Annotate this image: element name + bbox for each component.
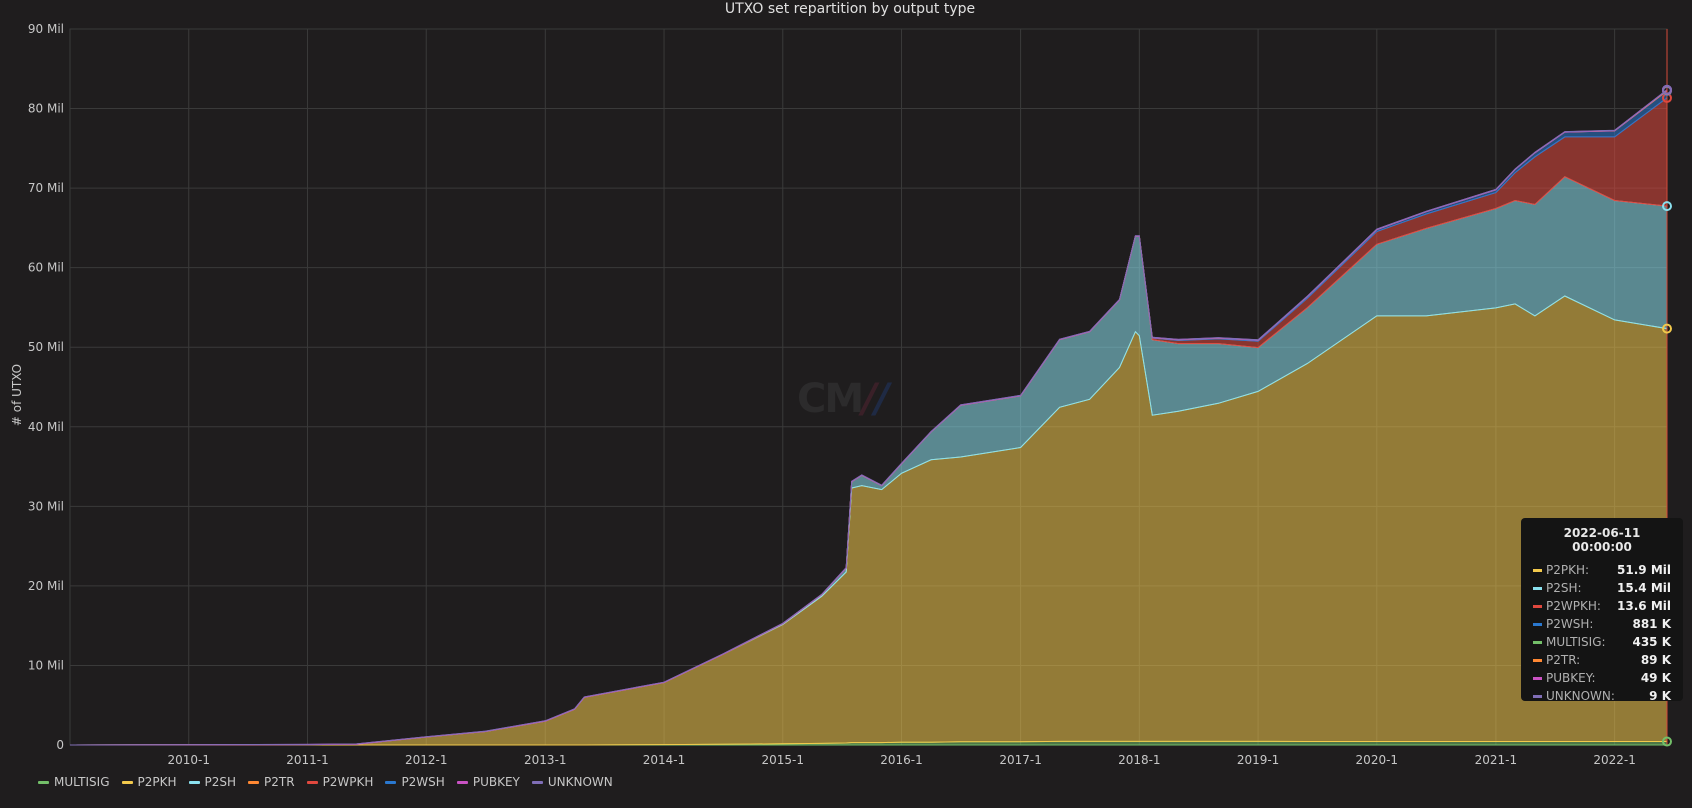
x-tick-label: 2010-1 [167, 753, 210, 767]
chart-title: UTXO set repartition by output type [724, 1, 976, 17]
tooltip-series-value: 881 K [1632, 617, 1671, 631]
legend-swatch [188, 780, 200, 784]
legend-item-p2tr[interactable]: P2TR [248, 775, 295, 789]
tooltip-row: P2TR: 89 K [1533, 651, 1671, 669]
tooltip-series-value: 15.4 Mil [1617, 581, 1671, 595]
tooltip-series-name: P2SH: [1546, 581, 1582, 595]
watermark-logo: CM// [797, 376, 890, 422]
tooltip-series-value: 51.9 Mil [1617, 563, 1671, 577]
legend-item-p2wpkh[interactable]: P2WPKH [306, 775, 374, 789]
tooltip-row: P2SH: 15.4 Mil [1533, 579, 1671, 597]
y-tick-label: 10 Mil [28, 658, 64, 672]
x-tick-label: 2015-1 [762, 753, 805, 767]
x-axis-ticks: 2010-1 2011-1 2012-1 2013-1 2014-1 2015-1 2016… [167, 753, 1635, 767]
tooltip-swatch [1533, 676, 1542, 680]
marker-multisig [1662, 736, 1672, 747]
tooltip-row: P2PKH: 51.9 Mil [1533, 561, 1671, 579]
tooltip-swatch [1533, 640, 1542, 644]
legend-label: PUBKEY [472, 775, 520, 789]
x-tick-label: 2016-1 [880, 753, 923, 767]
legend-label: P2PKH [137, 775, 177, 789]
legend-item-p2sh[interactable]: P2SH [188, 775, 237, 789]
legend-swatch [385, 780, 397, 784]
legend-swatch [248, 780, 260, 784]
x-tick-label: 2022-1 [1593, 753, 1636, 767]
area-p2pkh [69, 295, 1668, 746]
y-tick-label: 20 Mil [28, 579, 64, 593]
legend-label: P2SH [204, 775, 237, 789]
tooltip-series-value: 435 K [1632, 635, 1671, 649]
tooltip-swatch [1533, 658, 1542, 662]
tooltip-swatch [1533, 604, 1542, 608]
x-tick-label: 2018-1 [1118, 753, 1161, 767]
y-tick-label: 70 Mil [28, 181, 64, 195]
y-tick-label: 90 Mil [28, 22, 64, 36]
legend-swatch [306, 780, 318, 784]
tooltip-swatch [1533, 622, 1542, 626]
legend: MULTISIG P2PKH P2SH P2TR P2WPKH P2WSH PUBKEY UN… [38, 775, 613, 789]
tooltip: 2022-06-11 00:00:00 P2PKH: 51.9 Mil P2SH: 1… [1521, 518, 1683, 703]
y-tick-label: 30 Mil [28, 499, 64, 513]
watermark-mark: / [862, 376, 877, 422]
legend-swatch [38, 780, 49, 784]
hover-markers [1662, 84, 1672, 747]
x-tick-label: 2019-1 [1237, 753, 1280, 767]
legend-item-p2wsh[interactable]: P2WSH [385, 775, 445, 789]
marker-unknown [1662, 84, 1672, 95]
tooltip-rows: P2PKH: 51.9 Mil P2SH: 15.4 Mil P2WPKH: 13.6 M… [1533, 561, 1671, 705]
watermark-text: CM [797, 376, 864, 422]
tooltip-series-name: P2PKH: [1546, 563, 1590, 577]
marker-p2pkh [1662, 323, 1672, 334]
legend-label: UNKNOWN [547, 775, 613, 789]
y-axis-ticks: 0 10 Mil 20 Mil 30 Mil 40 Mil 50 Mil 60 Mil 70 … [28, 22, 64, 752]
y-tick-label: 60 Mil [28, 261, 64, 275]
x-tick-label: 2013-1 [524, 753, 567, 767]
y-tick-label: 50 Mil [28, 340, 64, 354]
tooltip-swatch [1533, 694, 1542, 698]
tooltip-series-name: MULTISIG: [1546, 635, 1606, 649]
tooltip-row: MULTISIG: 435 K [1533, 633, 1671, 651]
tooltip-row: P2WSH: 881 K [1533, 615, 1671, 633]
marker-p2sh [1662, 201, 1672, 212]
y-tick-label: 40 Mil [28, 420, 64, 434]
legend-swatch [531, 780, 543, 784]
x-tick-label: 2014-1 [643, 753, 686, 767]
tooltip-series-value: 89 K [1640, 653, 1671, 667]
tooltip-time: 2022-06-11 00:00:00 [1563, 526, 1641, 554]
tooltip-row: PUBKEY: 49 K [1533, 669, 1671, 687]
legend-label: MULTISIG [54, 775, 110, 789]
watermark-mark-2: / [874, 376, 890, 422]
tooltip-row: UNKNOWN: 9 K [1533, 687, 1671, 705]
x-tick-label: 2011-1 [286, 753, 329, 767]
legend-label: P2TR [264, 775, 295, 789]
y-tick-label: 80 Mil [28, 102, 64, 116]
tooltip-series-name: UNKNOWN: [1546, 689, 1615, 703]
tooltip-series-value: 49 K [1640, 671, 1671, 685]
tooltip-swatch [1533, 568, 1542, 572]
legend-item-pubkey[interactable]: PUBKEY [456, 775, 520, 789]
x-tick-label: 2020-1 [1356, 753, 1399, 767]
legend-swatch [121, 780, 133, 784]
tooltip-series-name: P2WPKH: [1546, 599, 1601, 613]
tooltip-series-value: 9 K [1649, 689, 1671, 703]
tooltip-swatch [1533, 586, 1542, 590]
tooltip-series-name: P2WSH: [1546, 617, 1594, 631]
tooltip-series-name: PUBKEY: [1546, 671, 1596, 685]
legend-item-multisig[interactable]: MULTISIG [38, 775, 110, 789]
tooltip-series-name: P2TR: [1546, 653, 1581, 667]
legend-label: P2WPKH [322, 775, 374, 789]
x-tick-label: 2017-1 [999, 753, 1042, 767]
y-tick-label: 0 [56, 738, 64, 752]
legend-item-p2pkh[interactable]: P2PKH [121, 775, 177, 789]
legend-item-unknown[interactable]: UNKNOWN [531, 775, 613, 789]
tooltip-series-value: 13.6 Mil [1617, 599, 1671, 613]
legend-label: P2WSH [401, 775, 445, 789]
x-tick-label: 2012-1 [405, 753, 448, 767]
legend-swatch [456, 780, 468, 784]
tooltip-row: P2WPKH: 13.6 Mil [1533, 597, 1671, 615]
x-tick-label: 2021-1 [1475, 753, 1518, 767]
